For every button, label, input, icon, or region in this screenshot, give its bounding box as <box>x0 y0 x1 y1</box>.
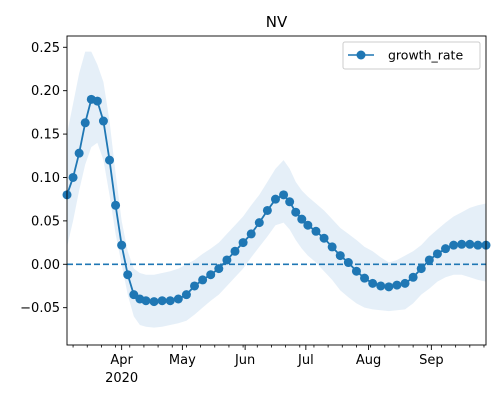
legend-box <box>342 41 481 70</box>
data-point <box>141 296 151 306</box>
data-point <box>303 220 313 230</box>
legend: growth_rate <box>342 41 481 70</box>
data-point <box>424 255 434 265</box>
data-point <box>74 148 84 158</box>
y-tick-label: 0.10 <box>31 171 60 186</box>
data-point <box>376 281 386 291</box>
data-point <box>181 290 191 300</box>
data-point <box>80 118 90 128</box>
data-point <box>98 116 108 126</box>
x-axis: Apr May Jun Jul Aug Sep 2020 <box>72 345 485 386</box>
data-point <box>92 96 102 106</box>
data-point <box>68 172 78 182</box>
data-point <box>473 240 483 250</box>
data-point <box>198 275 208 285</box>
data-point <box>449 240 459 250</box>
data-point <box>246 229 256 239</box>
data-point <box>432 249 442 259</box>
data-point <box>384 282 394 292</box>
x-tick-label: May <box>169 353 196 368</box>
data-point <box>230 246 240 256</box>
data-point <box>400 278 410 288</box>
y-tick-label: 0.00 <box>31 258 60 273</box>
data-point <box>297 214 307 224</box>
data-point <box>279 190 289 200</box>
data-point <box>254 218 264 228</box>
data-point <box>465 239 475 249</box>
x-tick-label: Sep <box>419 353 444 368</box>
data-point <box>368 278 378 288</box>
y-tick-label: 0.15 <box>31 128 60 143</box>
data-point <box>149 297 159 307</box>
data-point <box>222 255 232 265</box>
data-point <box>157 296 167 306</box>
data-point <box>441 244 451 254</box>
plot-area <box>62 51 491 328</box>
data-point <box>123 270 133 280</box>
data-point <box>206 270 216 280</box>
y-tick-label: 0.05 <box>31 214 60 229</box>
y-tick-label: 0.20 <box>31 84 60 99</box>
axes-frame <box>66 35 487 346</box>
data-point <box>111 200 121 210</box>
x-tick-label: Jun <box>234 353 255 368</box>
data-point <box>105 155 115 165</box>
x-tick-label: Jul <box>297 353 314 368</box>
y-axis: −0.05 0.00 0.05 0.10 0.15 0.20 0.25 <box>20 41 67 316</box>
data-point <box>190 281 200 291</box>
data-point <box>457 239 467 249</box>
data-point <box>270 194 280 204</box>
data-point <box>165 296 175 306</box>
data-point <box>327 242 337 252</box>
y-tick-label: 0.25 <box>31 41 60 56</box>
x-tick-label: Aug <box>356 353 381 368</box>
data-point <box>351 266 361 276</box>
legend-label-growth-rate: growth_rate <box>388 48 463 63</box>
data-point <box>392 280 402 290</box>
data-point <box>335 251 345 261</box>
x-year-label: 2020 <box>105 371 138 386</box>
data-point <box>238 238 248 248</box>
data-point <box>285 197 295 207</box>
x-tick-label: Apr <box>110 353 133 368</box>
data-point <box>291 207 301 217</box>
data-point <box>262 205 272 215</box>
data-point <box>117 240 127 250</box>
data-point <box>319 233 329 243</box>
data-point <box>343 258 353 268</box>
legend-marker-sample <box>356 50 366 60</box>
data-point <box>311 226 321 236</box>
data-point <box>214 264 224 274</box>
y-tick-label: −0.05 <box>20 301 60 316</box>
data-point <box>360 273 370 283</box>
data-point <box>173 294 183 304</box>
chart-title: NV <box>266 13 288 31</box>
confidence-band <box>67 51 486 328</box>
data-point <box>416 264 426 274</box>
data-point <box>408 272 418 282</box>
